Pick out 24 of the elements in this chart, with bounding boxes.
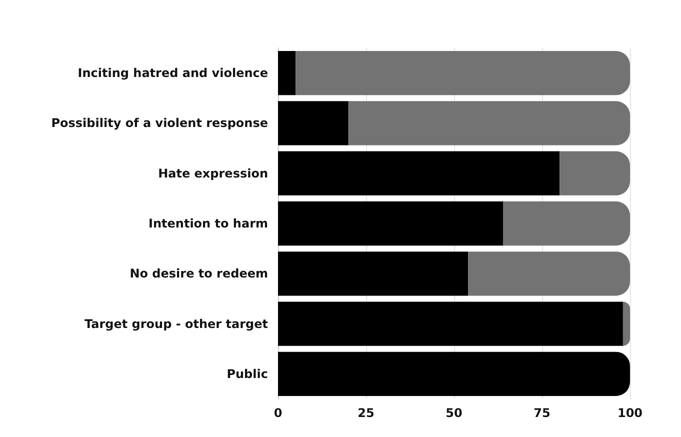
y-tick-label: Inciting hatred and violence <box>78 66 268 80</box>
bar <box>278 51 296 96</box>
bar <box>468 252 630 296</box>
bar <box>278 101 348 146</box>
x-tick-label: 0 <box>274 406 282 420</box>
y-tick-label: No desire to redeem <box>130 266 268 281</box>
bar <box>278 252 468 296</box>
bar <box>503 201 630 246</box>
x-tick-label: 75 <box>534 406 550 420</box>
y-tick-label: Hate expression <box>158 166 268 180</box>
x-tick-label: 25 <box>358 406 374 420</box>
bar <box>278 201 504 246</box>
bar <box>348 101 630 146</box>
bar <box>278 151 560 196</box>
bar <box>278 302 623 346</box>
y-tick-label: Target group - other target <box>84 316 268 331</box>
x-tick-label: 50 <box>446 406 462 420</box>
y-tick-label: Intention to harm <box>148 216 268 230</box>
bar <box>296 51 630 96</box>
bar <box>278 352 630 396</box>
y-tick-label: Possibility of a violent response <box>51 116 268 130</box>
x-tick-label: 100 <box>617 406 643 420</box>
bar <box>560 151 630 196</box>
y-tick-label: Public <box>226 366 268 381</box>
